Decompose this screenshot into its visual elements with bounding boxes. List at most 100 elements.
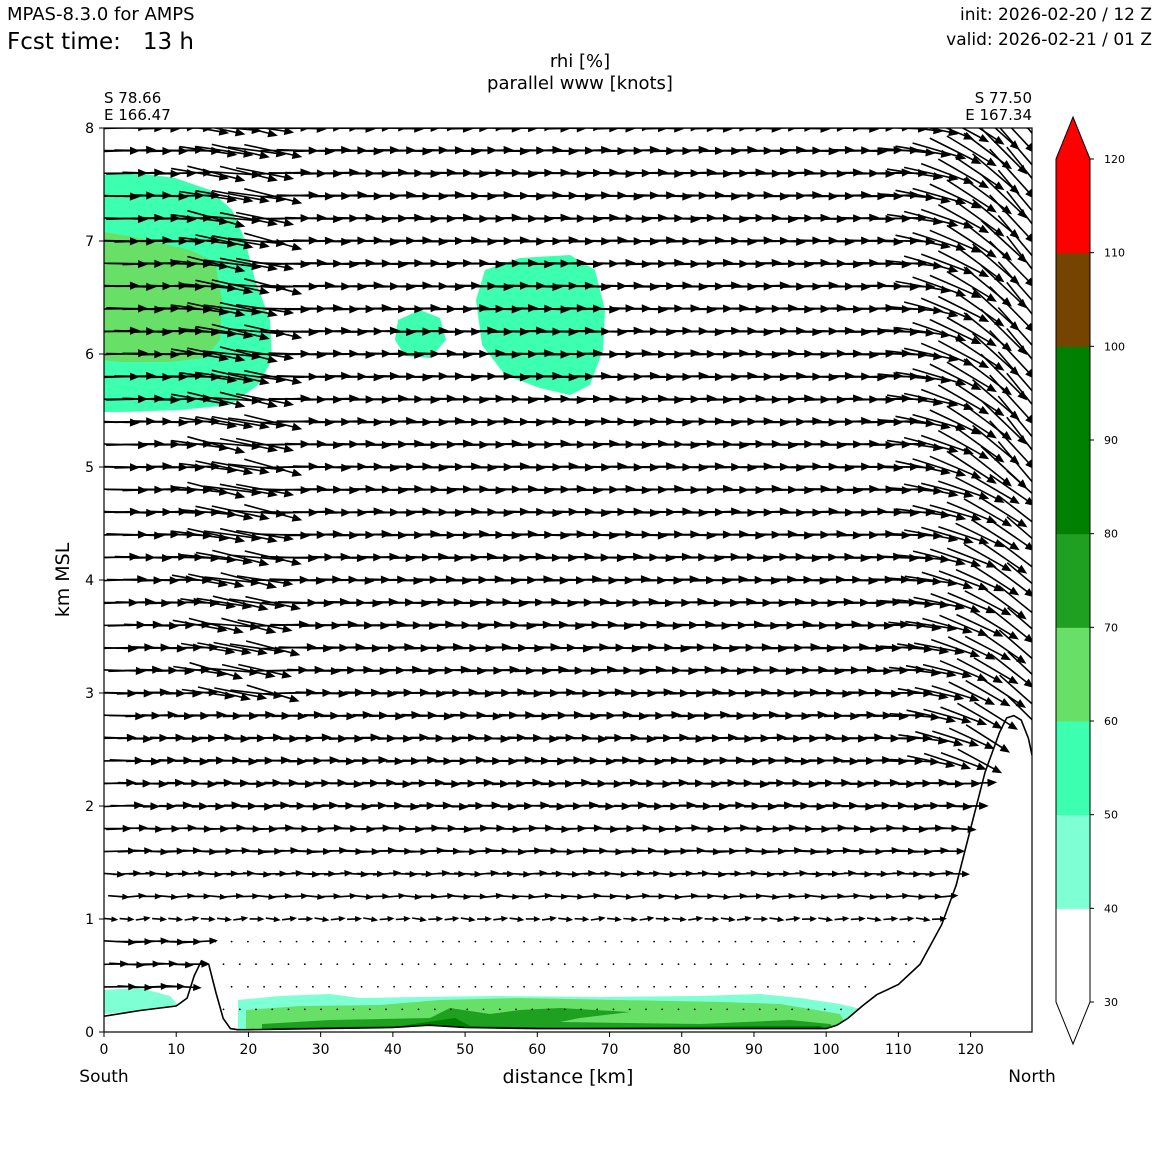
wind-vector [399,35,455,41]
wind-vector [217,916,233,923]
wind-vector [604,940,607,943]
wind-vector [572,985,574,988]
wind-vector [618,57,674,63]
wind-vector [896,56,949,67]
wind-vector [973,611,1019,640]
wind-vector [938,525,990,545]
wind-vector [131,57,187,63]
wind-vector [572,940,574,943]
wind-vector [758,963,761,966]
wind-vector [964,590,1012,616]
wind-vector [914,686,965,701]
wind-vector [781,57,837,63]
wind-vector [913,940,915,943]
wind-vector [989,473,1032,506]
wind-vector [980,497,1028,528]
wind-vector [661,1008,664,1011]
wind-vector [955,20,1002,55]
wind-vector [474,940,477,943]
wind-vector [385,963,387,966]
wind-vector [168,916,184,923]
wind-vector [472,11,528,17]
wind-vector [940,706,988,726]
wind-vector [989,519,1032,551]
wind-vector [174,960,210,968]
wind-vector [498,1008,501,1011]
wind-vector [896,599,950,609]
wind-vector [195,505,254,521]
x-tick-label: 40 [384,1042,402,1058]
wind-vector [330,915,346,922]
wind-vector [645,1008,647,1011]
wind-vector [179,236,238,248]
x-tick-label: 10 [167,1042,185,1058]
wind-vector [320,1008,322,1011]
wind-vector [235,167,295,182]
wind-vector [870,80,926,86]
wind-vector [756,35,812,41]
wind-vector [930,49,980,71]
wind-vector [937,158,990,189]
colorbar-tick-label: 120 [1104,153,1125,166]
colorbar-tick-label: 70 [1104,621,1118,634]
wind-vector [634,12,690,18]
wind-vector [523,940,525,943]
wind-vector [781,12,837,18]
wind-vector [393,985,395,988]
wind-vector [702,940,704,943]
wind-vector [384,892,406,900]
wind-vector [912,550,966,566]
wind-vector [211,461,270,475]
wind-vector [989,420,1032,469]
colorbar-tick-label: 50 [1104,809,1118,822]
wind-vector [936,892,959,900]
wind-vector [235,211,295,227]
wind-vector [981,39,1026,81]
wind-vector [200,916,216,922]
wind-vector [244,53,300,69]
wind-vector [895,326,951,339]
wind-vector [753,916,769,922]
right-lat: S 77.50 [975,89,1032,107]
wind-vector [244,99,300,113]
wind-vector [295,940,298,943]
wind-vector [973,657,1019,685]
wind-vector [187,165,246,183]
wind-vector [360,985,363,988]
wind-vector [179,283,238,293]
wind-vector [358,12,414,18]
wind-vector [326,57,382,63]
wind-vector [211,128,246,137]
wind-vector [244,7,300,24]
wind-vector [990,653,1032,688]
wind-vector [189,893,211,900]
wind-vector [228,12,284,20]
wind-vector [482,1008,485,1011]
wind-vector [750,985,753,988]
wind-vector [466,1008,469,1011]
wind-vector [685,940,688,943]
wind-vector [456,103,512,109]
wind-vector [382,79,438,85]
wind-vector [764,103,820,109]
wind-vector [912,413,967,431]
wind-vector [238,1008,241,1011]
wind-vector [963,543,1012,572]
wind-vector [147,58,203,64]
wind-vector [799,985,802,988]
wind-vector [295,985,298,988]
wind-vector [937,384,990,415]
colorbar-tick-label: 100 [1104,340,1125,353]
wind-vector [220,572,278,590]
wind-vector [887,531,944,540]
wind-vector [431,34,487,40]
wind-vector [211,369,270,386]
wind-vector [939,614,989,636]
wind-vector [896,102,949,112]
wind-vector [981,586,1027,620]
wind-vector [651,102,707,108]
wind-vector [651,58,707,64]
wind-vector [998,585,1032,618]
wind-vector [645,963,647,966]
wind-vector [195,460,254,476]
